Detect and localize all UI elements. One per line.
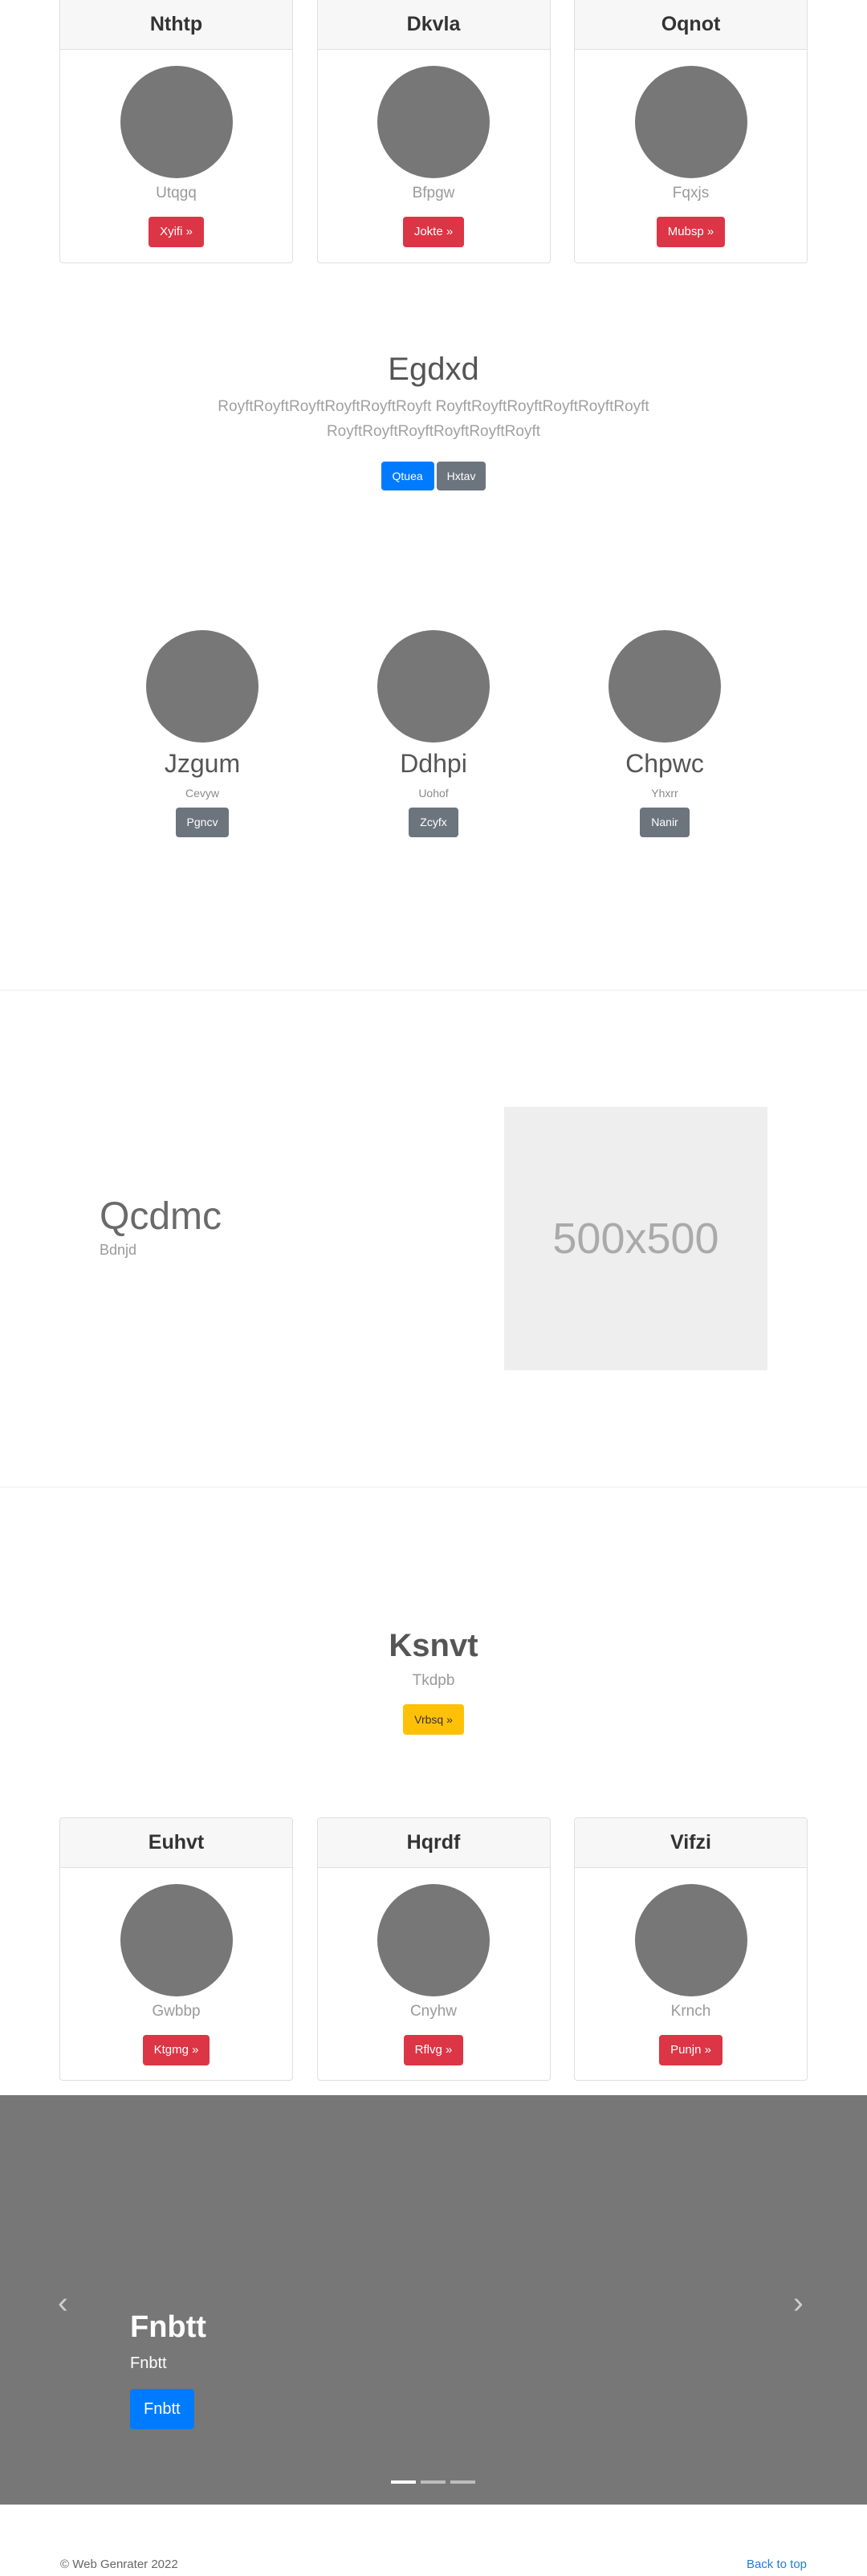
avatar (120, 66, 233, 178)
card-button[interactable]: Punjn » (659, 2035, 722, 2065)
footer-copyright: © Web Genrater 2022 (60, 2558, 178, 2571)
card-6: Vifzi Krnch Punjn » (574, 1817, 808, 2081)
avatar (377, 66, 490, 178)
card-button[interactable]: Jokte » (402, 217, 465, 247)
hero-title: Egdxd (388, 352, 479, 387)
card-title: Hqrdf (317, 1818, 550, 1868)
feature-text: Qcdmc Bdnjd (100, 1194, 222, 1259)
card-2: Dkvla Bfpgw Jokte » (316, 0, 551, 263)
top-card-row: Nthtp Utqgq Xyifi » Dkvla Bfpgw Jokte » … (59, 0, 808, 263)
carousel-button[interactable]: Fnbtt (130, 2389, 194, 2429)
card-4: Euhvt Gwbbp Ktgmg » (59, 1817, 293, 2081)
card-5: Hqrdf Cnyhw Rflvg » (316, 1817, 551, 2081)
bottom-card-row: Euhvt Gwbbp Ktgmg » Hqrdf Cnyhw Rflvg » … (59, 1817, 808, 2081)
carousel-indicator[interactable] (421, 2480, 446, 2484)
carousel-indicators (391, 2480, 475, 2484)
carousel-text: Fnbtt (130, 2354, 167, 2372)
card-title: Oqnot (575, 0, 807, 50)
avatar (377, 630, 490, 743)
person-subtitle: Yhxrr (651, 787, 678, 800)
chevron-left-icon[interactable]: ‹ (58, 2286, 68, 2320)
center-title: Ksnvt (389, 1628, 478, 1663)
avatar (377, 1884, 490, 1996)
card-button[interactable]: Xyifi » (149, 217, 204, 247)
person-button[interactable]: Zcyfx (409, 808, 458, 837)
person-name: Jzgum (164, 749, 241, 778)
avatar (634, 66, 747, 178)
center-section: Ksnvt Tkdpb Vrbsq » (0, 1628, 867, 1735)
person-name: Ddhpi (400, 749, 467, 778)
feature-title: Qcdmc (100, 1195, 222, 1238)
avatar (609, 630, 721, 743)
card-title: Vifzi (575, 1818, 807, 1868)
hero-secondary-button[interactable]: Hxtav (436, 462, 486, 490)
card-subtitle: Krnch (670, 2003, 711, 2020)
avatar (146, 630, 258, 743)
card-subtitle: Gwbbp (152, 2003, 201, 2020)
back-to-top-link[interactable]: Back to top (746, 2558, 807, 2571)
center-subtitle: Tkdpb (412, 1672, 455, 1689)
card-3: Oqnot Fqxjs Mubsp » (574, 0, 808, 263)
hero-primary-button[interactable]: Qtuea (381, 462, 434, 490)
avatar (634, 1884, 747, 1996)
hero-buttons: Qtuea Hxtav (0, 462, 867, 490)
person-button[interactable]: Nanir (640, 808, 690, 837)
person-button[interactable]: Pgncv (175, 808, 230, 837)
person-2: Ddhpi Uohof Zcyfx (337, 630, 530, 837)
hero-section: Egdxd RoyftRoyftRoyftRoyftRoyftRoyft Roy… (0, 352, 867, 490)
card-title: Euhvt (60, 1818, 292, 1868)
card-title: Nthtp (60, 0, 292, 50)
center-button[interactable]: Vrbsq » (403, 1704, 464, 1735)
card-subtitle: Fqxjs (672, 185, 710, 201)
chevron-right-icon[interactable]: › (793, 2286, 804, 2320)
carousel: ‹ › Fnbtt Fnbtt Fnbtt (0, 2095, 867, 2505)
card-button[interactable]: Rflvg » (403, 2035, 464, 2065)
card-subtitle: Cnyhw (409, 2003, 458, 2020)
card-subtitle: Utqgq (156, 185, 197, 201)
person-3: Chpwc Yhxrr Nanir (568, 630, 761, 837)
hero-text: RoyftRoyftRoyftRoyftRoyftRoyft RoyftRoyf… (218, 398, 649, 440)
person-subtitle: Cevyw (185, 787, 219, 800)
placeholder-image-label: 500x500 (552, 1215, 719, 1263)
avatar (120, 1884, 233, 1996)
card-button[interactable]: Ktgmg » (142, 2035, 210, 2065)
placeholder-image: 500x500 (504, 1107, 767, 1370)
card-title: Dkvla (317, 0, 550, 50)
card-subtitle: Bfpgw (412, 185, 455, 201)
card-1: Nthtp Utqgq Xyifi » (59, 0, 293, 263)
person-name: Chpwc (625, 749, 704, 778)
carousel-title: Fnbtt (130, 2310, 206, 2344)
person-subtitle: Uohof (418, 787, 449, 800)
carousel-indicator[interactable] (391, 2480, 416, 2484)
carousel-indicator[interactable] (450, 2480, 475, 2484)
card-button[interactable]: Mubsp » (656, 217, 726, 247)
divider (0, 990, 867, 991)
person-1: Jzgum Cevyw Pgncv (106, 630, 299, 837)
feature-subtitle: Bdnjd (100, 1242, 137, 1258)
carousel-caption: Fnbtt Fnbtt Fnbtt (130, 2310, 206, 2429)
